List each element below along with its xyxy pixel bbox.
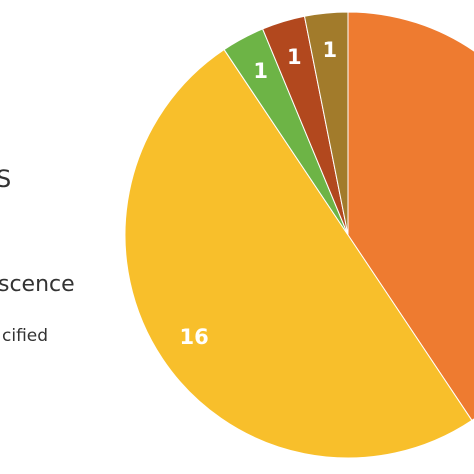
slice-label: 16: [179, 325, 208, 349]
pie-slice: [347, 11, 474, 422]
legend-label: S: [0, 165, 11, 193]
slice-label: 1: [287, 45, 302, 69]
legend-label: cified: [2, 326, 48, 346]
pie-slice: [124, 48, 473, 459]
pie-slice: [303, 11, 349, 236]
legend-label: scence: [0, 272, 75, 297]
slice-label: 1: [323, 38, 338, 62]
slice-label: 1: [253, 59, 268, 83]
